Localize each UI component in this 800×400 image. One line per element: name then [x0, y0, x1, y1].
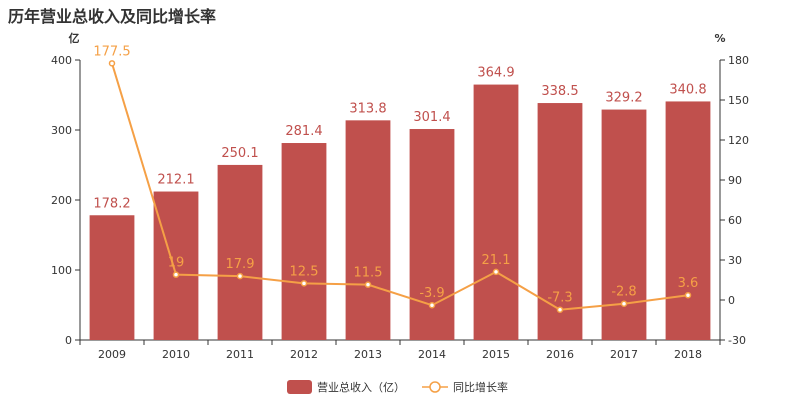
growth-point	[364, 281, 372, 288]
x-tick-label: 2015	[482, 348, 510, 361]
y-right-tick-label: 30	[728, 254, 742, 267]
y-left-tick-label: 100	[51, 264, 72, 277]
y-right-tick-label: 180	[728, 54, 749, 67]
growth-data-label: 21.1	[482, 253, 511, 268]
growth-point	[556, 306, 564, 313]
growth-point	[108, 60, 116, 67]
growth-point	[300, 280, 308, 287]
growth-point	[492, 268, 500, 276]
y-right-unit: %	[714, 32, 725, 45]
growth-point	[236, 272, 244, 280]
bar-data-label: 212.1	[157, 173, 194, 188]
y-right-tick-label: 120	[728, 134, 749, 147]
bar	[153, 191, 199, 340]
growth-point	[172, 271, 180, 278]
growth-point	[684, 291, 692, 299]
bar	[345, 120, 391, 340]
x-tick-label: 2010	[162, 348, 190, 361]
y-right-tick-label: 150	[728, 94, 749, 107]
y-left-tick-label: 400	[51, 54, 72, 67]
growth-data-label: -3.9	[419, 286, 444, 301]
y-left-tick-label: 0	[65, 334, 72, 347]
y-right-tick-label: 60	[728, 214, 742, 227]
bar	[89, 215, 135, 340]
legend-bar-label: 营业总收入（亿）	[317, 380, 405, 394]
growth-data-label: -7.3	[547, 291, 572, 306]
growth-line	[111, 63, 689, 311]
bar-data-label: 329.2	[605, 91, 642, 106]
legend-line-label: 同比增长率	[453, 380, 508, 394]
x-tick-label: 2018	[674, 348, 702, 361]
x-tick-label: 2016	[546, 348, 574, 361]
x-tick-label: 2017	[610, 348, 638, 361]
y-left-tick-label: 300	[51, 124, 72, 137]
growth-data-label: 12.5	[290, 264, 319, 279]
x-tick-label: 2012	[290, 348, 318, 361]
bar-data-label: 250.1	[221, 146, 258, 161]
growth-data-label: 3.6	[678, 276, 699, 291]
bar-data-label: 178.2	[93, 196, 130, 211]
bar-data-label: 364.9	[477, 66, 514, 81]
legend-line-marker	[429, 381, 441, 393]
legend-bar-swatch	[287, 380, 312, 394]
y-right-tick-label: 0	[728, 294, 735, 307]
growth-point	[428, 301, 436, 309]
bar-data-label: 281.4	[285, 124, 322, 139]
growth-data-label: 19	[168, 256, 185, 271]
bar	[217, 164, 263, 340]
bar-data-label: 301.4	[413, 110, 450, 125]
chart-title: 历年营业总收入及同比增长率	[8, 7, 217, 26]
x-tick-label: 2009	[98, 348, 126, 361]
growth-data-label: 17.9	[226, 257, 255, 272]
bar	[665, 101, 711, 340]
x-tick-label: 2011	[226, 348, 254, 361]
bar	[473, 84, 519, 340]
bar-data-label: 340.8	[669, 82, 706, 97]
growth-data-label: -2.8	[611, 285, 636, 300]
bar	[281, 143, 327, 340]
y-left-unit: 亿	[69, 31, 80, 45]
y-right-tick-label: 90	[728, 174, 742, 187]
growth-point	[620, 300, 628, 307]
x-tick-label: 2014	[418, 348, 446, 361]
y-right-tick-label: -30	[728, 334, 746, 347]
bar-data-label: 313.8	[349, 101, 386, 116]
growth-data-label: 11.5	[354, 266, 383, 281]
y-left-tick-label: 200	[51, 194, 72, 207]
x-tick-label: 2013	[354, 348, 382, 361]
bar-data-label: 338.5	[541, 84, 578, 99]
growth-data-label: 177.5	[93, 44, 130, 59]
